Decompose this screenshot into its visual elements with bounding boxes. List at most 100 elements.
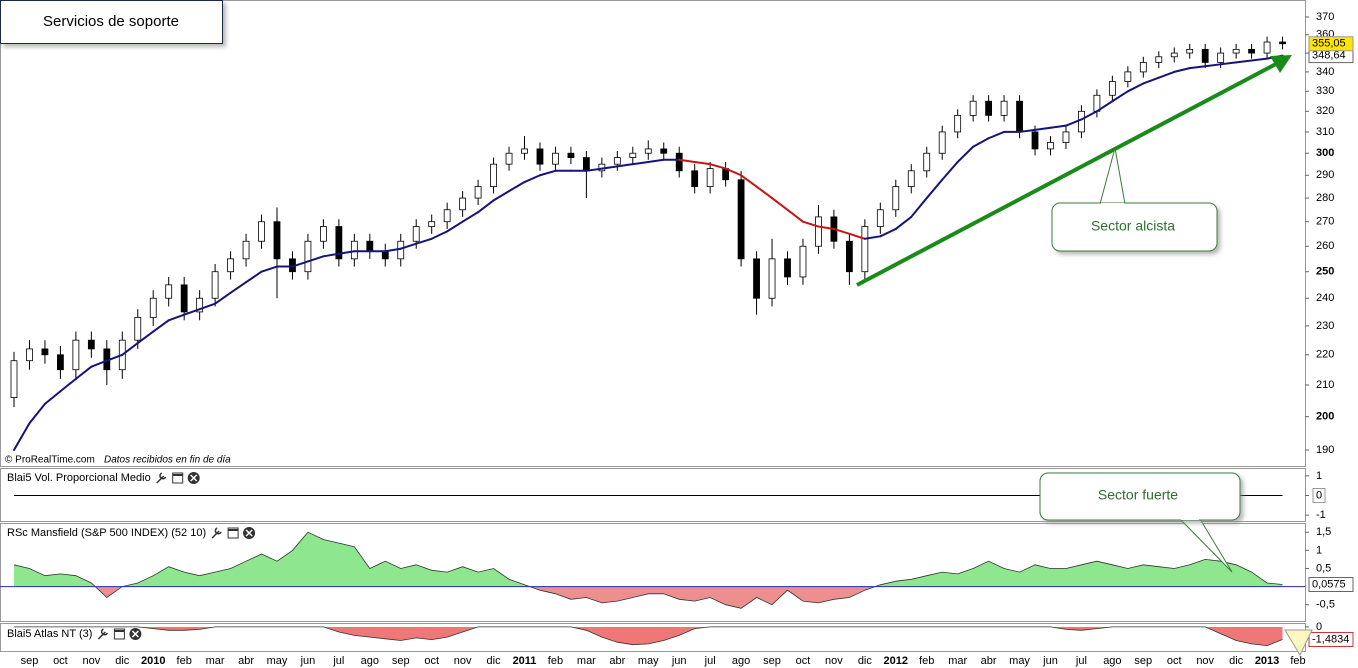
moving-average-segment xyxy=(832,227,851,235)
moving-average-segment xyxy=(74,365,93,380)
x-tick-label: feb xyxy=(548,655,563,667)
candle-body xyxy=(1108,81,1116,96)
moving-average-segment xyxy=(1095,100,1114,113)
panel-title: Blai5 Atlas NT (3) xyxy=(7,628,92,640)
x-tick-label: ago xyxy=(361,655,379,667)
candle-body xyxy=(1201,48,1209,63)
x-tick-label: mar xyxy=(577,655,596,667)
moving-average-segment xyxy=(322,252,340,258)
window-icon[interactable] xyxy=(113,628,125,640)
moving-average-segment xyxy=(1049,124,1067,129)
y-tick-label: 1,5 xyxy=(1316,526,1331,538)
x-tick-label: jul xyxy=(1075,655,1087,667)
candle-body xyxy=(10,360,18,398)
y-tick-label: 340 xyxy=(1316,66,1334,78)
callout-alcista: Sector alcista xyxy=(1051,147,1218,252)
x-tick-label: 2010 xyxy=(141,655,165,667)
candle-body xyxy=(87,339,95,350)
moving-average-segment xyxy=(1157,70,1176,79)
x-tick-label: ago xyxy=(732,655,750,667)
candle-body xyxy=(1139,62,1147,73)
moving-average-segment xyxy=(13,422,31,452)
candle-body xyxy=(505,152,513,165)
window-icon[interactable] xyxy=(227,527,239,539)
candle-body xyxy=(1232,48,1240,54)
y-tick-label: 260 xyxy=(1316,240,1334,252)
candle-body xyxy=(737,179,745,260)
moving-average-segment xyxy=(415,237,433,245)
moving-average-segment xyxy=(1250,57,1269,62)
candle-body xyxy=(319,226,327,242)
candle-body xyxy=(196,297,204,313)
x-tick-label: nov xyxy=(825,655,843,667)
area-negative xyxy=(14,626,1283,646)
moving-average-segment xyxy=(817,225,835,230)
x-tick-label: jun xyxy=(300,655,316,667)
moving-average-segment xyxy=(1111,90,1129,103)
candle-body xyxy=(412,226,420,242)
moving-average-segment xyxy=(430,230,449,240)
moving-average-segment xyxy=(461,211,480,223)
candle-body xyxy=(629,152,637,158)
candle-body xyxy=(923,152,931,172)
moving-average-segment xyxy=(214,291,232,305)
value-tag-box xyxy=(1308,577,1354,593)
moving-average-segment xyxy=(399,242,418,250)
panel-title: RSc Mansfield (S&P 500 INDEX) (52 10) xyxy=(7,527,206,539)
rsc-panel-frame xyxy=(0,523,1306,622)
y-tick-label: 320 xyxy=(1316,105,1334,117)
x-tick-label: 2011 xyxy=(513,655,537,667)
x-tick-label: jul xyxy=(332,655,344,667)
candle-body xyxy=(134,317,142,341)
x-tick-label: sep xyxy=(21,655,39,667)
y-tick-label: 280 xyxy=(1316,192,1334,204)
candle-body xyxy=(1031,131,1039,150)
moving-average-segment xyxy=(59,377,77,393)
candle-body xyxy=(1124,71,1132,82)
candle-body xyxy=(845,240,853,273)
candle-body xyxy=(536,148,544,165)
settings-icon[interactable] xyxy=(211,527,222,539)
x-tick-label: dic xyxy=(858,655,873,667)
candle-body xyxy=(753,258,760,299)
moving-average-segment xyxy=(260,265,278,273)
indicator-line xyxy=(13,531,1283,609)
moving-average-segment xyxy=(121,342,139,356)
x-tick-label: sep xyxy=(763,655,781,667)
x-tick-label: oct xyxy=(53,655,68,667)
value-tag-text: 348,64 xyxy=(1312,50,1346,62)
moving-average-segment xyxy=(801,220,820,228)
candle-body xyxy=(1155,56,1163,63)
moving-average-segment xyxy=(1034,126,1052,131)
window-icon[interactable] xyxy=(172,472,184,484)
candle-body xyxy=(954,114,962,133)
candle-body xyxy=(149,297,157,318)
y-tick-label: 220 xyxy=(1316,349,1334,361)
panel-title: Blai5 Vol. Proporcional Medio xyxy=(7,472,151,484)
moving-average-segment xyxy=(1188,65,1207,70)
close-icon-x xyxy=(131,630,139,638)
title-box xyxy=(0,0,223,44)
moving-average-segment xyxy=(152,319,170,333)
moving-average-segment xyxy=(306,255,325,263)
candle-body xyxy=(1016,100,1023,133)
moving-average-segment xyxy=(771,197,789,211)
x-tick-label: ago xyxy=(1103,655,1121,667)
moving-average-segment xyxy=(616,163,634,168)
value-tag: 355,05 xyxy=(1308,36,1354,52)
moving-average-segment xyxy=(1219,61,1238,66)
candle-body xyxy=(784,258,791,278)
candle-body xyxy=(350,240,358,260)
callout-text: Sector fuerte xyxy=(1098,487,1178,503)
candle-body xyxy=(613,157,621,165)
y-tick-label: 300 xyxy=(1316,147,1334,159)
candle-body xyxy=(644,148,652,154)
plot-layer: sep oct nov dic 2010 feb mar abr may jun jul ago sep… xyxy=(0,11,1354,667)
settings-icon[interactable] xyxy=(156,472,167,484)
candle-body xyxy=(490,163,497,187)
x-tick-label: nov xyxy=(82,655,100,667)
settings-icon[interactable] xyxy=(97,628,109,640)
moving-average-segment xyxy=(1142,76,1160,85)
candle-body xyxy=(938,131,946,154)
candle-body xyxy=(567,152,575,158)
